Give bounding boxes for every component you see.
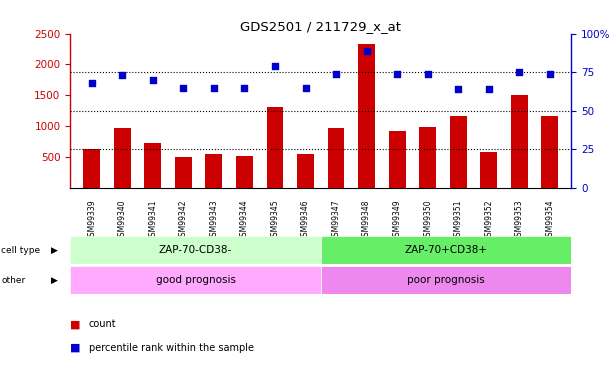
Bar xyxy=(266,107,284,188)
Text: other: other xyxy=(1,276,26,285)
Point xyxy=(331,71,341,77)
Text: percentile rank within the sample: percentile rank within the sample xyxy=(89,343,254,353)
Point xyxy=(87,80,97,86)
Point xyxy=(117,72,127,78)
Bar xyxy=(175,158,192,188)
Point xyxy=(301,85,310,91)
Text: GSM99340: GSM99340 xyxy=(118,200,126,242)
Text: GSM99345: GSM99345 xyxy=(271,200,279,242)
Text: poor prognosis: poor prognosis xyxy=(407,275,485,285)
Text: GSM99350: GSM99350 xyxy=(423,200,432,242)
Text: good prognosis: good prognosis xyxy=(156,275,235,285)
Bar xyxy=(205,154,222,188)
Text: GSM99346: GSM99346 xyxy=(301,200,310,242)
Point xyxy=(362,48,371,54)
Bar xyxy=(83,149,100,188)
Point xyxy=(148,77,158,83)
Text: ■: ■ xyxy=(70,320,81,329)
Bar xyxy=(511,94,528,188)
Point xyxy=(514,69,524,75)
Bar xyxy=(297,154,314,188)
Bar xyxy=(321,236,571,264)
Bar xyxy=(236,156,253,188)
Bar xyxy=(450,116,467,188)
Text: GSM99349: GSM99349 xyxy=(393,200,401,242)
Point xyxy=(392,71,402,77)
Bar xyxy=(321,266,571,294)
Text: GSM99348: GSM99348 xyxy=(362,200,371,241)
Bar xyxy=(358,44,375,188)
Bar xyxy=(70,236,321,264)
Text: ▶: ▶ xyxy=(51,276,57,285)
Point xyxy=(240,85,249,91)
Text: GSM99342: GSM99342 xyxy=(179,200,188,241)
Bar xyxy=(144,142,161,188)
Bar xyxy=(480,153,497,188)
Bar xyxy=(70,266,321,294)
Text: ZAP-70+CD38+: ZAP-70+CD38+ xyxy=(404,245,488,255)
Bar xyxy=(327,128,345,188)
Bar xyxy=(419,127,436,188)
Text: GSM99351: GSM99351 xyxy=(454,200,463,241)
Point xyxy=(270,63,280,69)
Text: GSM99353: GSM99353 xyxy=(515,200,524,242)
Text: GSM99339: GSM99339 xyxy=(87,200,96,242)
Bar xyxy=(114,129,131,188)
Title: GDS2501 / 211729_x_at: GDS2501 / 211729_x_at xyxy=(240,20,401,33)
Text: count: count xyxy=(89,320,116,329)
Text: GSM99343: GSM99343 xyxy=(210,200,218,242)
Point xyxy=(423,71,433,77)
Point xyxy=(545,71,555,77)
Text: GSM99344: GSM99344 xyxy=(240,200,249,242)
Text: GSM99352: GSM99352 xyxy=(485,200,493,241)
Text: ▶: ▶ xyxy=(51,246,57,255)
Point xyxy=(453,86,463,92)
Text: ZAP-70-CD38-: ZAP-70-CD38- xyxy=(159,245,232,255)
Text: GSM99341: GSM99341 xyxy=(148,200,157,241)
Point xyxy=(484,86,494,92)
Bar xyxy=(389,131,406,188)
Text: ■: ■ xyxy=(70,343,81,353)
Text: GSM99354: GSM99354 xyxy=(546,200,554,242)
Bar xyxy=(541,116,558,188)
Text: cell type: cell type xyxy=(1,246,40,255)
Point xyxy=(178,85,188,91)
Text: GSM99347: GSM99347 xyxy=(332,200,340,242)
Point xyxy=(209,85,219,91)
